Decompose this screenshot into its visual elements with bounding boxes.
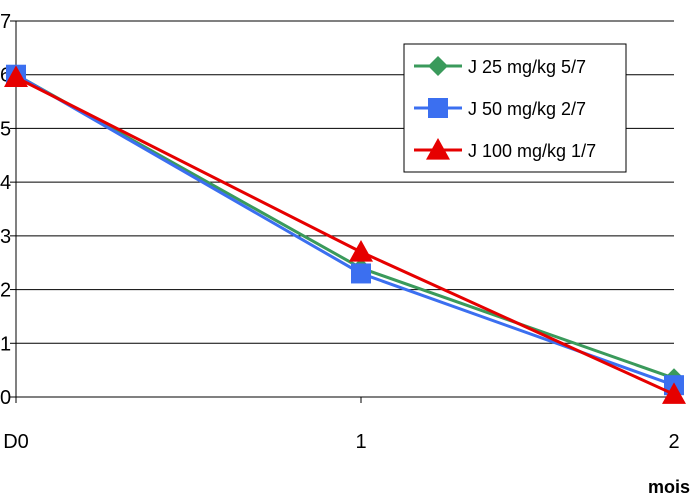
y-tick-label: 2 <box>0 280 11 302</box>
series-group <box>4 64 686 404</box>
series-3 <box>4 65 686 404</box>
y-tick-label: 4 <box>0 172 11 194</box>
legend-entry: J 100 mg/kg 1/7 <box>414 138 596 161</box>
legend-entry: J 50 mg/kg 2/7 <box>414 98 586 119</box>
x-axis-ticks: D0 1 2 <box>3 397 680 453</box>
y-tick-label: 7 <box>0 11 11 33</box>
legend-entry: J 25 mg/kg 5/7 <box>414 56 586 77</box>
y-tick-label: 0 <box>0 387 11 409</box>
y-tick-label: 6 <box>0 65 11 87</box>
y-axis-ticks: 0 1 2 3 4 5 6 7 <box>0 11 16 409</box>
data-point <box>349 239 373 262</box>
legend-swatch-marker <box>428 98 448 118</box>
data-point <box>662 382 686 404</box>
y-tick-label: 3 <box>0 226 11 248</box>
legend-label: J 100 mg/kg 1/7 <box>468 141 596 161</box>
x-tick-label: 2 <box>668 431 679 453</box>
y-tick-label: 5 <box>0 118 11 140</box>
legend-swatch-marker <box>428 56 448 76</box>
legend-label: J 25 mg/kg 5/7 <box>468 57 586 77</box>
y-tick-label: 1 <box>0 333 11 355</box>
legend-swatch-marker <box>426 138 450 160</box>
gridlines <box>16 20 674 344</box>
data-point <box>351 263 371 284</box>
x-tick-label: D0 <box>3 431 29 453</box>
x-tick-label: 1 <box>355 431 366 453</box>
x-axis-label: mois <box>648 477 690 497</box>
legend: J 25 mg/kg 5/7 J 50 mg/kg 2/7 J 100 mg/kg … <box>403 43 627 173</box>
data-point <box>4 65 28 87</box>
legend-label: J 50 mg/kg 2/7 <box>468 99 586 119</box>
